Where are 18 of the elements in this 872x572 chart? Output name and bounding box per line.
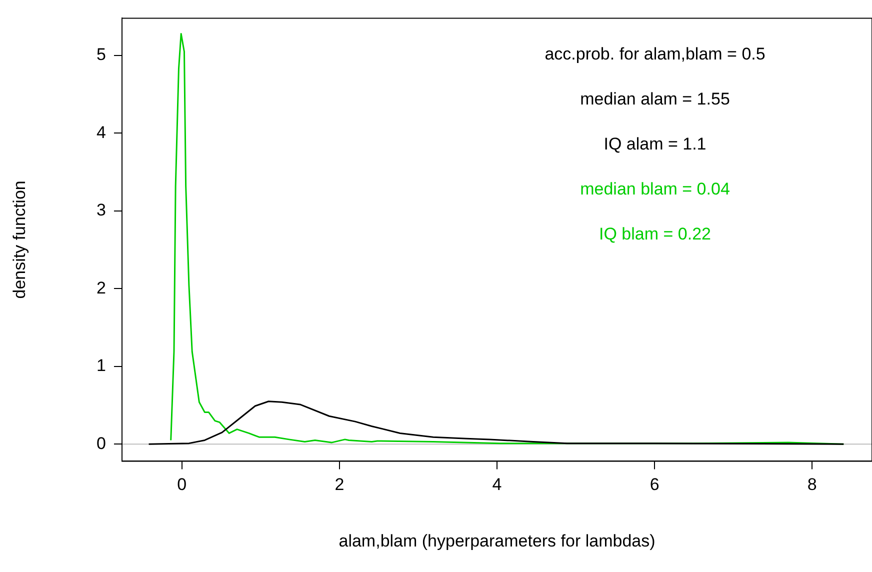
annotation: IQ blam = 0.22 [599,224,711,244]
annotation: IQ alam = 1.1 [604,134,706,154]
annotation: median blam = 0.04 [580,180,730,199]
x-tick-label: 8 [807,475,817,494]
annotation: median alam = 1.55 [580,90,730,109]
y-tick-label: 3 [96,200,106,220]
annotation: acc.prob. for alam,blam = 0.5 [544,44,766,64]
y-tick-label: 1 [96,356,106,376]
y-tick-label: 5 [96,45,106,64]
y-tick-label: 0 [96,434,106,453]
x-tick-label: 2 [334,475,344,494]
x-axis-title: alam,blam (hyperparameters for lambdas) [338,531,656,550]
y-tick-label: 2 [96,278,106,298]
x-tick-label: 6 [650,475,660,494]
x-tick-label: 4 [492,475,502,494]
y-tick-label: 4 [96,122,106,142]
y-axis-title: density function [10,180,29,299]
x-tick-label: 0 [177,475,187,494]
